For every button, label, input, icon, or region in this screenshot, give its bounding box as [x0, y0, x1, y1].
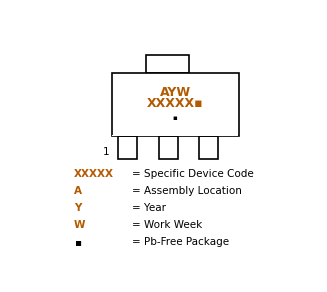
- Text: Y: Y: [74, 203, 81, 213]
- Text: = Work Week: = Work Week: [132, 220, 202, 230]
- Text: ▪: ▪: [173, 115, 178, 121]
- Bar: [112, 135, 238, 136]
- Text: XXXXX: XXXXX: [74, 169, 114, 180]
- Text: W: W: [74, 220, 85, 230]
- Bar: [118, 136, 137, 159]
- Bar: [199, 136, 218, 159]
- Bar: [146, 55, 189, 73]
- Text: XXXXX▪: XXXXX▪: [147, 97, 203, 110]
- Text: = Pb-Free Package: = Pb-Free Package: [132, 237, 229, 247]
- Text: ▪: ▪: [74, 237, 81, 247]
- Bar: [112, 73, 239, 136]
- Text: A: A: [74, 186, 82, 196]
- Bar: [159, 136, 178, 159]
- Text: = Assembly Location: = Assembly Location: [132, 186, 242, 196]
- Text: = Specific Device Code: = Specific Device Code: [132, 169, 254, 180]
- Text: AYW: AYW: [160, 86, 191, 99]
- Text: 1: 1: [103, 147, 109, 157]
- Text: = Year: = Year: [132, 203, 166, 213]
